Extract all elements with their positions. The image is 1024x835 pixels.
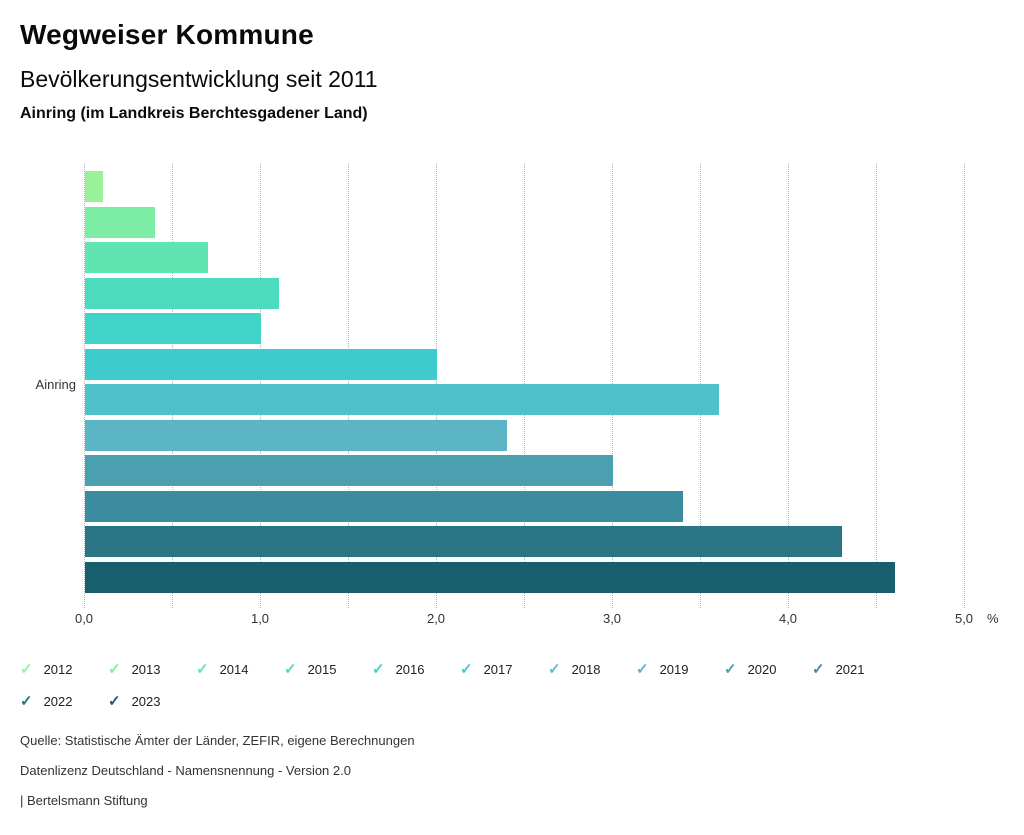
bar-2014[interactable] bbox=[85, 242, 208, 273]
bar-chart: Ainring 0,0 1,0 2,0 3,0 4,0 5,0 % bbox=[0, 163, 1024, 633]
gridline bbox=[788, 163, 789, 608]
source-text: Quelle: Statistische Ämter der Länder, Z… bbox=[20, 733, 415, 748]
legend-label: 2020 bbox=[747, 661, 777, 677]
legend-item-2013[interactable]: ✓ 2013 bbox=[100, 655, 188, 683]
x-tick-label: 3,0 bbox=[602, 611, 622, 626]
bar-2021[interactable] bbox=[85, 490, 683, 522]
legend-label: 2022 bbox=[43, 693, 73, 709]
legend-item-2014[interactable]: ✓ 2014 bbox=[188, 655, 276, 683]
legend-item-2019[interactable]: ✓ 2019 bbox=[628, 655, 716, 683]
legend-item-2021[interactable]: ✓ 2021 bbox=[804, 655, 892, 683]
check-icon: ✓ bbox=[20, 692, 33, 710]
y-axis-label: Ainring bbox=[35, 377, 76, 392]
license-text: Datenlizenz Deutschland - Namensnennung … bbox=[20, 763, 351, 778]
check-icon: ✓ bbox=[724, 660, 737, 678]
x-tick-label: 4,0 bbox=[778, 611, 798, 626]
legend-label: 2016 bbox=[395, 661, 425, 677]
legend-item-2017[interactable]: ✓ 2017 bbox=[452, 655, 540, 683]
bar-2012[interactable] bbox=[85, 171, 103, 202]
page-title: Wegweiser Kommune bbox=[20, 19, 314, 50]
chart-title: Bevölkerungsentwicklung seit 2011 bbox=[20, 66, 378, 92]
legend-label: 2013 bbox=[131, 661, 161, 677]
x-axis-unit-label: % bbox=[987, 611, 999, 626]
bar-2019[interactable] bbox=[85, 419, 507, 451]
footer: Quelle: Statistische Ämter der Länder, Z… bbox=[20, 733, 415, 823]
attribution-text: | Bertelsmann Stiftung bbox=[20, 793, 148, 808]
check-icon: ✓ bbox=[196, 660, 209, 678]
legend: ✓ 2012 ✓ 2013 ✓ 2014 ✓ 2015 ✓ 2016 ✓ 2017 ✓ 2018 ✓ 2019… bbox=[12, 655, 932, 719]
check-icon: ✓ bbox=[108, 660, 121, 678]
legend-label: 2017 bbox=[483, 661, 513, 677]
legend-item-2022[interactable]: ✓ 2022 bbox=[12, 687, 100, 715]
legend-item-2020[interactable]: ✓ 2020 bbox=[716, 655, 804, 683]
legend-label: 2023 bbox=[131, 693, 161, 709]
x-tick-label: 5,0 bbox=[954, 611, 974, 626]
legend-label: 2015 bbox=[307, 661, 337, 677]
x-tick-label: 2,0 bbox=[426, 611, 446, 626]
check-icon: ✓ bbox=[284, 660, 297, 678]
bar-2013[interactable] bbox=[85, 206, 155, 238]
check-icon: ✓ bbox=[548, 660, 561, 678]
check-icon: ✓ bbox=[20, 660, 33, 678]
x-tick-label: 0,0 bbox=[74, 611, 94, 626]
legend-label: 2014 bbox=[219, 661, 249, 677]
bar-2020[interactable] bbox=[85, 455, 613, 486]
check-icon: ✓ bbox=[460, 660, 473, 678]
check-icon: ✓ bbox=[636, 660, 649, 678]
legend-label: 2021 bbox=[835, 661, 865, 677]
legend-item-2015[interactable]: ✓ 2015 bbox=[276, 655, 364, 683]
bar-2017[interactable] bbox=[85, 348, 437, 380]
legend-label: 2019 bbox=[659, 661, 689, 677]
bar-2015[interactable] bbox=[85, 277, 279, 309]
gridline bbox=[84, 163, 85, 608]
legend-item-2016[interactable]: ✓ 2016 bbox=[364, 655, 452, 683]
bar-2016[interactable] bbox=[85, 313, 261, 344]
bar-2022[interactable] bbox=[85, 526, 842, 557]
legend-item-2023[interactable]: ✓ 2023 bbox=[100, 687, 188, 715]
x-tick-label: 1,0 bbox=[250, 611, 270, 626]
check-icon: ✓ bbox=[372, 660, 385, 678]
legend-label: 2012 bbox=[43, 661, 73, 677]
check-icon: ✓ bbox=[812, 660, 825, 678]
gridline bbox=[964, 163, 965, 608]
bar-2018[interactable] bbox=[85, 384, 719, 415]
gridline bbox=[876, 163, 877, 608]
plot-area: 0,0 1,0 2,0 3,0 4,0 5,0 bbox=[75, 163, 1004, 626]
legend-label: 2018 bbox=[571, 661, 601, 677]
bar-2023[interactable] bbox=[85, 561, 895, 593]
check-icon: ✓ bbox=[108, 692, 121, 710]
legend-item-2012[interactable]: ✓ 2012 bbox=[12, 655, 100, 683]
region-subtitle: Ainring (im Landkreis Berchtesgadener La… bbox=[20, 105, 368, 122]
legend-item-2018[interactable]: ✓ 2018 bbox=[540, 655, 628, 683]
